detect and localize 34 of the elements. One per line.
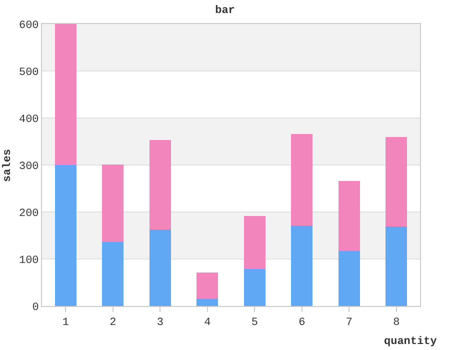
bar	[54, 165, 76, 306]
bar	[386, 136, 408, 227]
bar	[244, 216, 266, 269]
x-tick-label: 8	[393, 317, 400, 330]
y-tick-label: 0	[32, 302, 39, 314]
bar	[54, 24, 76, 165]
x-tick-label: 7	[346, 317, 352, 330]
x-tick-label: 2	[110, 317, 116, 330]
x-axis-title: quantity	[384, 336, 438, 348]
bar	[244, 268, 266, 306]
x-tick-label: 6	[298, 317, 306, 330]
bar	[149, 229, 171, 306]
bar	[291, 226, 313, 306]
bar	[149, 140, 171, 230]
bar	[386, 226, 408, 306]
y-tick-label: 300	[18, 160, 39, 173]
chart-title: bar	[215, 4, 235, 17]
bar	[196, 298, 218, 306]
x-tick-label: 5	[251, 317, 258, 330]
bar	[291, 134, 313, 226]
x-tick-label: 3	[156, 317, 164, 330]
bar	[102, 164, 124, 242]
y-tick-label: 200	[18, 208, 39, 220]
bar	[102, 242, 124, 306]
x-tick-label: 4	[204, 317, 212, 330]
y-axis-title: sales	[2, 148, 14, 182]
bar	[338, 180, 360, 252]
y-tick-label: 400	[18, 114, 39, 126]
x-tick-label: 1	[62, 317, 70, 330]
bar	[338, 251, 360, 306]
bar	[196, 272, 218, 299]
y-tick-label: 500	[18, 66, 39, 79]
y-tick-label: 600	[18, 20, 39, 32]
y-tick-label: 100	[18, 254, 39, 267]
